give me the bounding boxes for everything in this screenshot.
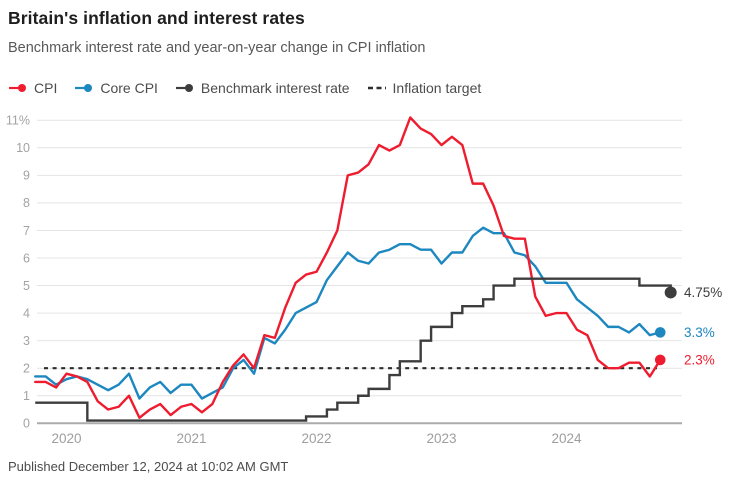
published-timestamp: Published December 12, 2024 at 10:02 AM … bbox=[8, 459, 289, 474]
x-tick-label: 2023 bbox=[426, 431, 456, 446]
end-value-label: 3.3% bbox=[684, 325, 715, 340]
end-point-dot bbox=[654, 327, 666, 338]
series-line-core-cpi bbox=[34, 226, 662, 400]
legend-item-benchmark-rate: Benchmark interest rate bbox=[175, 80, 350, 96]
end-point-dot bbox=[654, 354, 666, 366]
y-tick-label: 0 bbox=[23, 417, 30, 431]
series-line-cpi bbox=[34, 116, 662, 419]
x-tick-label: 2020 bbox=[51, 431, 81, 446]
chart-subtitle: Benchmark interest rate and year-on-year… bbox=[8, 40, 426, 56]
y-tick-label: 9 bbox=[23, 169, 30, 183]
line-dot-icon bbox=[175, 84, 193, 92]
page-title: Britain's inflation and interest rates bbox=[8, 8, 305, 28]
line-dot-icon bbox=[9, 84, 26, 92]
y-tick-label: 4 bbox=[23, 306, 30, 320]
x-tick-label: 2021 bbox=[176, 431, 206, 446]
legend-item-cpi: CPI bbox=[8, 80, 57, 96]
dashed-line-icon bbox=[367, 86, 386, 90]
y-tick-label: 3 bbox=[23, 334, 30, 348]
y-tick-label: 1 bbox=[23, 389, 30, 403]
x-tick-label: 2022 bbox=[301, 431, 331, 446]
end-value-label: 2.3% bbox=[684, 353, 715, 368]
y-tick-label: 2 bbox=[23, 362, 30, 376]
y-tick-label: 6 bbox=[23, 251, 30, 265]
y-tick-label: 8 bbox=[23, 196, 30, 210]
legend-label: CPI bbox=[34, 80, 58, 96]
chart-legend: CPI Core CPI Benchmark interest rate Inf… bbox=[8, 80, 481, 96]
line-dot-icon bbox=[75, 84, 93, 92]
y-tick-label: 5 bbox=[23, 279, 30, 293]
series-line-benchmark-interest-rate bbox=[35, 277, 672, 422]
legend-label: Benchmark interest rate bbox=[200, 80, 350, 96]
end-value-label: 4.75% bbox=[684, 285, 722, 300]
legend-item-inflation-target: Inflation target bbox=[367, 80, 482, 96]
end-point-dot bbox=[664, 286, 677, 299]
y-tick-label: 7 bbox=[23, 224, 30, 238]
y-tick-label: 11% bbox=[6, 114, 30, 128]
y-tick-label: 10 bbox=[16, 141, 30, 155]
legend-label: Core CPI bbox=[100, 80, 158, 96]
x-tick-label: 2024 bbox=[551, 431, 582, 446]
legend-item-core-cpi: Core CPI bbox=[74, 80, 158, 96]
legend-label: Inflation target bbox=[392, 80, 482, 96]
